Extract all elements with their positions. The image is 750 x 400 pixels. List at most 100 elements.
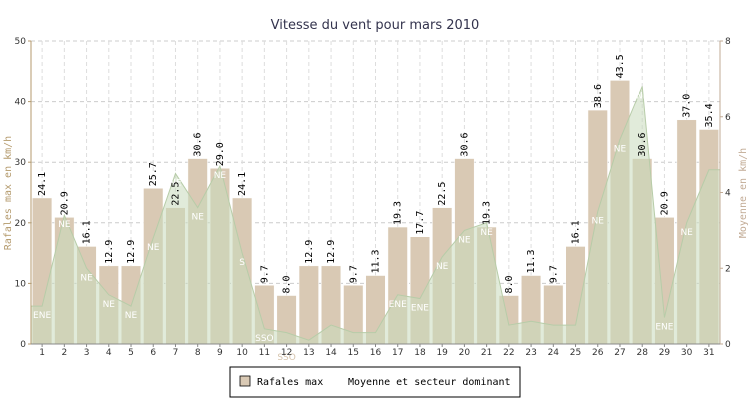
x-tick-label: 14 (325, 348, 337, 358)
legend-label-moyenne: Moyenne et secteur dominant (348, 377, 511, 388)
sector-label: NE (147, 243, 160, 253)
bar-value-label: 12.9 (304, 240, 315, 264)
y-tick-label-right: 4 (725, 189, 731, 199)
sector-label: SSO (255, 334, 274, 344)
area-moyenne (30, 86, 721, 345)
x-tick-label: 4 (106, 348, 112, 358)
x-tick-label: 27 (614, 348, 625, 358)
x-tick-label: 28 (636, 348, 648, 358)
bar-value-label: 9.7 (259, 265, 270, 283)
bar-value-label: 12.9 (104, 240, 115, 264)
y-tick-label-left: 40 (15, 98, 27, 108)
y-tick-label-left: 20 (15, 219, 27, 229)
x-tick-label: 29 (659, 348, 671, 358)
sector-label: NE (103, 300, 116, 310)
sector-label: ENE (389, 300, 407, 310)
bar-value-label: 29.0 (215, 142, 226, 166)
x-tick-label: 5 (128, 348, 134, 358)
x-tick-label: 31 (703, 348, 714, 358)
chart-title: Vitesse du vent pour mars 2010 (271, 18, 480, 33)
sector-label: NE (614, 144, 627, 154)
bar-value-label: 16.1 (82, 220, 93, 244)
bar-value-label: 20.9 (659, 191, 670, 215)
bar-value-label: 24.1 (237, 172, 248, 196)
x-tick-label: 11 (259, 348, 270, 358)
x-tick-label: 7 (173, 348, 179, 358)
bar-value-label: 8.0 (504, 275, 515, 293)
sector-label: NE (80, 273, 93, 283)
x-tick-label: 17 (392, 348, 403, 358)
y-tick-label-left: 30 (15, 158, 27, 168)
sector-label: NE (436, 262, 449, 272)
sector-label: NE (214, 171, 227, 181)
bar-value-label: 9.7 (548, 265, 559, 283)
y-tick-label-left: 0 (20, 340, 26, 350)
x-tick-label: 19 (436, 348, 448, 358)
bar (298, 265, 319, 345)
sector-label: NE (680, 228, 693, 238)
x-tick-label: 25 (570, 348, 581, 358)
x-tick-label: 10 (236, 348, 248, 358)
bar-value-label: 8.0 (282, 275, 293, 293)
y-tick-label-right: 8 (725, 37, 731, 47)
y-tick-label-right: 2 (725, 264, 731, 274)
sector-label: ENE (33, 311, 51, 321)
bar-value-label: 35.4 (704, 103, 715, 127)
x-tick-label: 21 (481, 348, 492, 358)
x-tick-label: 24 (548, 348, 560, 358)
x-tick-label: 8 (195, 348, 201, 358)
y-tick-label-right: 6 (725, 113, 731, 123)
x-tick-label: 2 (61, 348, 67, 358)
bar-value-labels: 24.1 20.9 16.1 12.9 12.9 25.7 22.5 30.6 29.0 24.1… (37, 54, 715, 293)
bar-value-label: 38.6 (593, 84, 604, 108)
x-tick-label: 20 (459, 348, 471, 358)
area-moyenne-fill (30, 86, 721, 345)
bar-value-label: 20.9 (59, 191, 70, 215)
sector-label: NE (125, 311, 138, 321)
bar-value-label: 37.0 (682, 94, 693, 118)
bar-value-label: 24.1 (37, 172, 48, 196)
sector-label: NE (169, 179, 182, 189)
y-axis-title-left: Rafales max en km/h (3, 136, 14, 250)
bar-value-label: 30.6 (193, 132, 204, 156)
y-tick-label-right: 0 (725, 340, 731, 350)
x-tick-label: 13 (303, 348, 314, 358)
x-tick-label: 22 (503, 348, 514, 358)
bar-value-label: 11.3 (526, 249, 537, 273)
x-tick-label: 30 (681, 348, 693, 358)
sector-label: ENE (411, 304, 429, 314)
x-tick-label: 26 (592, 348, 604, 358)
sector-label: ENE (655, 322, 673, 332)
x-tick-label: 23 (525, 348, 536, 358)
sector-label: NE (592, 216, 605, 226)
x-tick-label: 1 (39, 348, 45, 358)
legend: Rafales max Moyenne et secteur dominant (229, 366, 521, 398)
x-tick-label: 15 (348, 348, 359, 358)
bar-value-label: 11.3 (371, 249, 382, 273)
x-tick-label: 16 (370, 348, 382, 358)
bar-value-label: 17.7 (415, 211, 426, 235)
x-tick-label: 3 (84, 348, 90, 358)
sector-label: S (239, 258, 245, 268)
x-tick-label: 6 (150, 348, 156, 358)
y-axis-title-right: Moyenne en km/h (738, 148, 749, 238)
bar-value-label: 16.1 (571, 220, 582, 244)
bar-value-label: 30.6 (459, 132, 470, 156)
sector-label: NE (58, 220, 71, 230)
bar-value-label: 19.3 (482, 201, 493, 225)
sector-label: NE (191, 213, 204, 223)
sector-label: NE (458, 235, 471, 245)
x-tick-label: 12 (281, 348, 292, 358)
x-tick-label: 9 (217, 348, 223, 358)
bar-value-label: 9.7 (348, 265, 359, 283)
bar-value-label: 22.5 (170, 182, 181, 206)
sector-label-below: SSO (277, 353, 296, 363)
legend-swatch-rafales (239, 375, 251, 387)
bar-value-label: 19.3 (393, 201, 404, 225)
bar-value-label: 12.9 (126, 240, 137, 264)
y-tick-label-left: 50 (15, 37, 27, 47)
y-tick-label-left: 10 (15, 279, 27, 289)
